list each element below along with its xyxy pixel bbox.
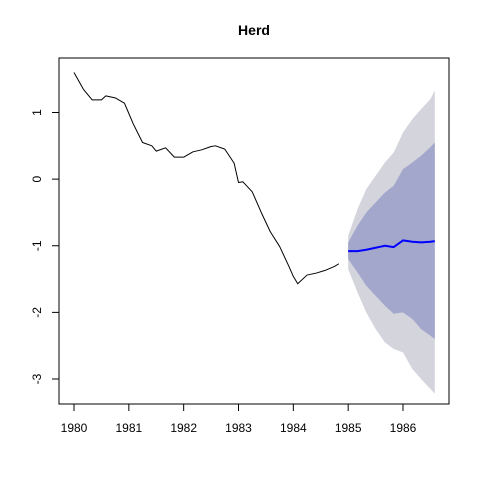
chart-title: Herd [238, 22, 270, 38]
y-tick-label: -3 [30, 373, 44, 384]
x-tick-label: 1981 [115, 421, 142, 435]
plot-frame [58, 57, 450, 405]
y-tick-label: 0 [30, 175, 44, 182]
y-tick-label: -1 [30, 240, 44, 251]
y-axis: 1 0 -1 -2 -3 [30, 109, 59, 384]
x-tick-label: 1985 [335, 421, 362, 435]
observed-line [73, 72, 340, 285]
x-tick-label: 1984 [280, 421, 307, 435]
prediction-interval-80 [348, 142, 435, 340]
series-lines [73, 72, 435, 285]
x-axis: 1980 1981 1982 1983 1984 1985 1986 [61, 404, 417, 435]
prediction-intervals [348, 90, 435, 394]
forecast-line [348, 239, 435, 253]
y-tick-label: 1 [30, 109, 44, 116]
x-tick-label: 1986 [390, 421, 417, 435]
x-tick-label: 1980 [61, 421, 88, 435]
x-tick-label: 1983 [225, 421, 252, 435]
x-tick-label: 1982 [170, 421, 197, 435]
y-tick-label: -2 [30, 307, 44, 318]
